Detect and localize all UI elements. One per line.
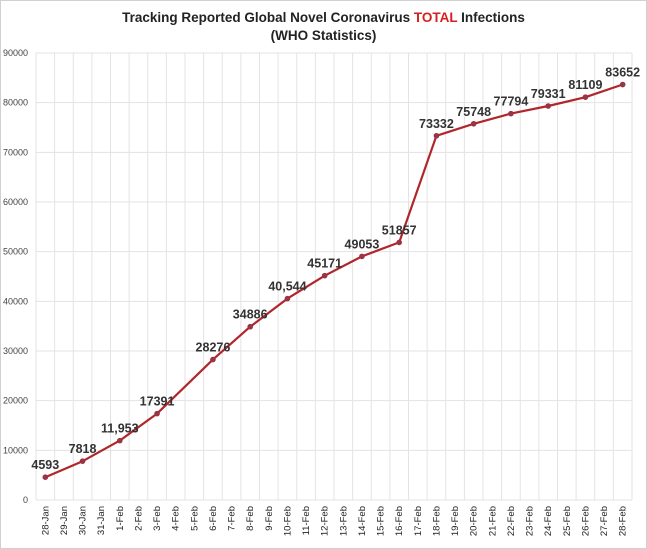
data-point — [396, 239, 402, 246]
data-point — [470, 120, 477, 127]
x-tick-label: 29-Jan — [59, 506, 70, 535]
x-tick-label: 1-Feb — [115, 506, 126, 531]
data-label: 79331 — [531, 87, 566, 101]
x-tick-label: 2-Feb — [133, 506, 144, 531]
x-tick-label: 25-Feb — [562, 506, 573, 536]
x-axis: 28-Jan 29-Jan 30-Jan 31-Jan 1-Feb 2-Feb 3-Feb 4… — [40, 506, 628, 536]
x-tick-label: 5-Feb — [189, 506, 200, 531]
data-label: 75748 — [456, 105, 491, 119]
x-tick-label: 30-Jan — [78, 506, 89, 535]
data-label: 77794 — [494, 95, 529, 109]
data-label: 49053 — [345, 237, 380, 251]
x-tick-label: 28-Jan — [40, 506, 51, 535]
gridlines — [35, 52, 633, 501]
data-point — [321, 272, 328, 279]
x-tick-label: 28-Feb — [618, 506, 629, 536]
data-point — [359, 253, 365, 260]
data-label: 81109 — [568, 78, 602, 92]
x-tick-label: 7-Feb — [227, 506, 238, 531]
y-tick-label: 70000 — [3, 147, 28, 157]
x-tick-label: 15-Feb — [376, 506, 387, 536]
data-point — [582, 94, 589, 100]
y-tick-label: 80000 — [3, 98, 28, 108]
data-point — [545, 103, 551, 109]
chart-title: Tracking Reported Global Novel Coronavir… — [0, 9, 647, 26]
x-tick-label: 22-Feb — [506, 506, 517, 536]
x-tick-label: 18-Feb — [431, 506, 442, 536]
data-point — [433, 132, 440, 139]
data-label: 83652 — [605, 66, 640, 80]
y-axis: 0 10000 20000 30000 40000 50000 60000 70000 8000… — [3, 48, 28, 505]
data-point — [284, 295, 291, 302]
x-tick-label: 9-Feb — [264, 506, 275, 531]
x-tick-label: 13-Feb — [338, 506, 349, 536]
x-tick-label: 14-Feb — [357, 506, 368, 536]
data-point — [210, 356, 216, 363]
x-tick-label: 24-Feb — [543, 506, 554, 536]
y-tick-label: 30000 — [3, 346, 28, 356]
x-tick-label: 12-Feb — [320, 506, 331, 536]
x-tick-label: 4-Feb — [171, 506, 182, 531]
data-label: 51857 — [382, 223, 417, 237]
x-tick-label: 17-Feb — [413, 506, 424, 536]
series-total-infections — [42, 81, 626, 480]
data-label: 73332 — [419, 117, 454, 131]
data-label: 11,953 — [101, 422, 139, 436]
series-line — [44, 83, 624, 479]
title-text-post: Infections — [457, 10, 525, 25]
data-label: 45171 — [307, 257, 342, 271]
data-point — [619, 81, 626, 88]
data-point — [508, 110, 514, 117]
data-label: 7818 — [69, 442, 97, 456]
data-point — [154, 410, 160, 417]
x-tick-label: 8-Feb — [245, 506, 256, 531]
data-label: 4593 — [31, 458, 59, 472]
y-tick-label: 40000 — [3, 296, 28, 306]
data-label: 40,544 — [268, 280, 306, 294]
x-tick-label: 16-Feb — [394, 506, 405, 536]
x-tick-label: 10-Feb — [282, 506, 293, 536]
y-tick-label: 90000 — [3, 48, 28, 58]
x-tick-label: 27-Feb — [599, 506, 610, 536]
data-label: 28276 — [196, 341, 231, 355]
title-highlight: TOTAL — [413, 10, 458, 25]
y-tick-label: 60000 — [3, 197, 28, 207]
chart-subtitle: (WHO Statistics) — [270, 28, 377, 43]
x-tick-label: 26-Feb — [580, 506, 591, 536]
x-tick-label: 11-Feb — [301, 506, 312, 535]
x-tick-label: 3-Feb — [152, 506, 163, 531]
x-tick-label: 6-Feb — [208, 506, 219, 531]
y-tick-label: 10000 — [3, 445, 28, 455]
x-tick-label: 21-Feb — [487, 506, 498, 536]
x-tick-label: 19-Feb — [450, 506, 461, 536]
y-tick-label: 50000 — [3, 247, 28, 257]
x-tick-label: 31-Jan — [96, 506, 107, 535]
y-tick-label: 20000 — [3, 396, 28, 406]
data-point — [117, 437, 123, 444]
title-text-pre: Tracking Reported Global Novel Coronavir… — [122, 10, 414, 25]
x-tick-label: 23-Feb — [525, 506, 536, 536]
data-point — [42, 474, 49, 480]
data-label: 34886 — [233, 308, 268, 322]
data-point — [247, 323, 253, 330]
data-label: 17391 — [140, 395, 175, 409]
data-point — [79, 458, 86, 464]
x-tick-label: 20-Feb — [469, 506, 480, 536]
y-tick-label: 0 — [23, 495, 28, 505]
